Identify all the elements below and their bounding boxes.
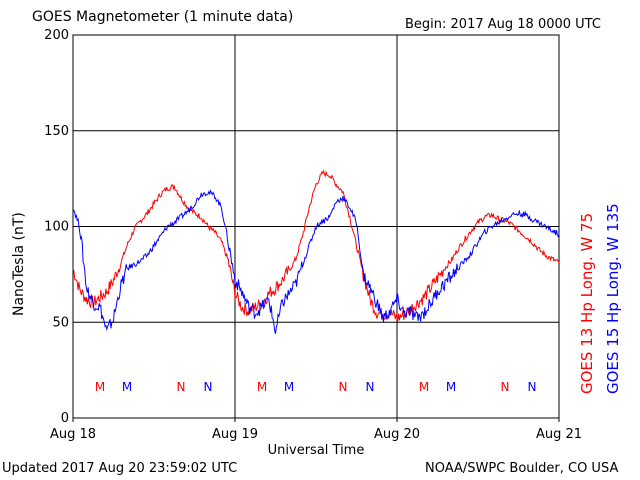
y-tick-label: 200 <box>44 28 69 43</box>
y-tick-label: 0 <box>61 411 69 426</box>
marker-label-m: M <box>257 380 267 394</box>
x-tick-label: Aug 20 <box>374 427 420 442</box>
marker-label-n: N <box>204 380 213 394</box>
footer-credit: NOAA/SWPC Boulder, CO USA <box>425 461 619 476</box>
legend-goes15: GOES 15 Hp Long. W 135 <box>604 203 622 394</box>
x-tick-label: Aug 19 <box>212 427 258 442</box>
marker-label-m: M <box>284 380 294 394</box>
marker-label-n: N <box>501 380 510 394</box>
series-line-goes15 <box>73 189 560 334</box>
marker-label-n: N <box>177 380 186 394</box>
x-tick-label: Aug 18 <box>50 427 96 442</box>
footer-updated: Updated 2017 Aug 20 23:59:02 UTC <box>2 461 238 476</box>
y-tick-label: 50 <box>52 315 69 330</box>
marker-label-n: N <box>339 380 348 394</box>
chart-title: GOES Magnetometer (1 minute data) <box>32 9 294 25</box>
marker-label-n: N <box>366 380 375 394</box>
marker-label-m: M <box>95 380 105 394</box>
marker-label-m: M <box>446 380 456 394</box>
series-line-goes13 <box>72 169 560 322</box>
marker-label-n: N <box>528 380 537 394</box>
y-tick-label: 150 <box>44 124 69 139</box>
y-tick-label: 100 <box>44 220 69 235</box>
y-axis-label: NanoTesla (nT) <box>11 212 27 316</box>
x-tick-label: Aug 21 <box>536 427 582 442</box>
begin-time: Begin: 2017 Aug 18 0000 UTC <box>405 17 601 32</box>
marker-label-m: M <box>419 380 429 394</box>
x-axis-label: Universal Time <box>268 443 365 458</box>
legend-goes13: GOES 13 Hp Long. W 75 <box>578 212 596 394</box>
marker-label-m: M <box>122 380 132 394</box>
